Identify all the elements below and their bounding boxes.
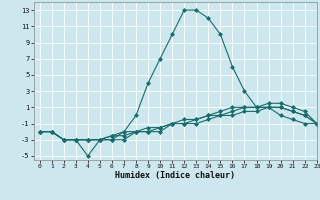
X-axis label: Humidex (Indice chaleur): Humidex (Indice chaleur) [115,171,235,180]
